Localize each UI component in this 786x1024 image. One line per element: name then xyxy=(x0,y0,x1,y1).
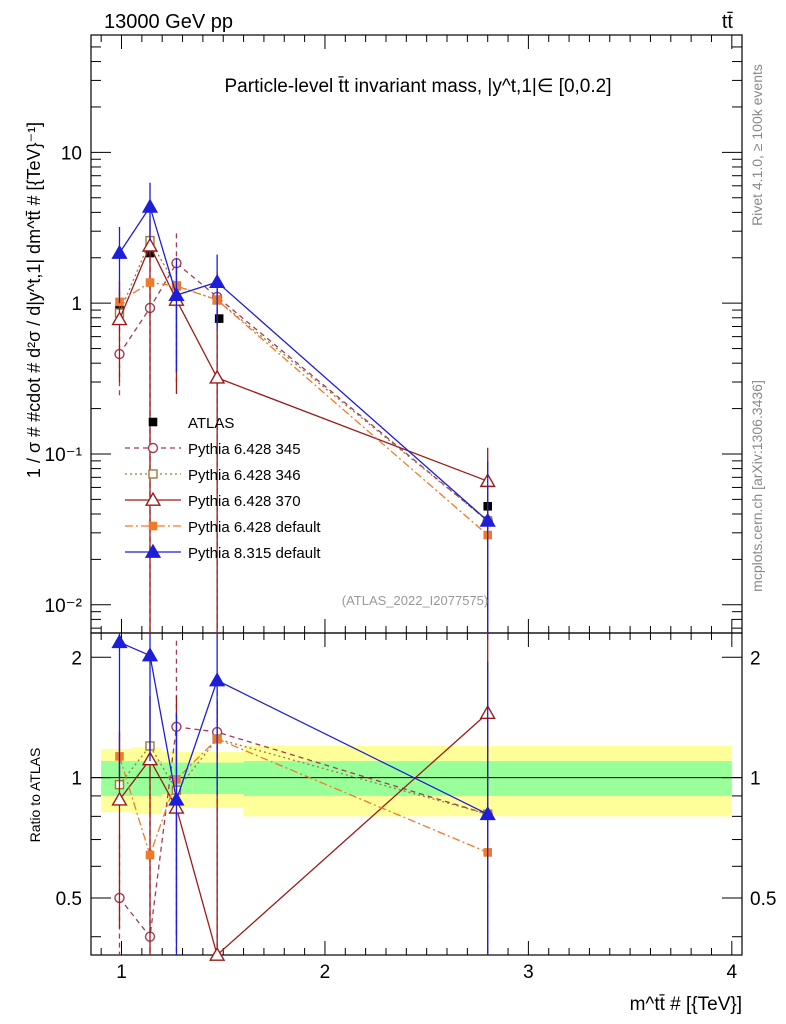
ratio-point xyxy=(209,672,226,687)
mcplots-source-label: mcplots.cern.ch [arXiv:1306.3436] xyxy=(749,380,765,592)
band-inner-1 xyxy=(131,761,163,796)
legend: ATLAS Pythia 6.428 345 Pythia 6.428 346 Pyt… xyxy=(125,415,321,562)
data-point xyxy=(141,198,159,213)
ratio-point xyxy=(111,791,128,806)
data-point xyxy=(479,512,496,527)
data-point xyxy=(111,311,128,326)
ratio-plot-frame xyxy=(90,632,743,956)
rivet-version-label: Rivet 4.1.0, ≥ 100k events xyxy=(749,64,765,226)
series-line xyxy=(119,281,489,536)
series-lines xyxy=(111,182,496,961)
series-5 xyxy=(111,182,496,955)
band-inner-3 xyxy=(192,762,244,794)
legend-marker xyxy=(144,543,162,558)
legend-entry-0: ATLAS xyxy=(148,415,234,432)
legend-label: Pythia 6.428 345 xyxy=(188,441,301,458)
legend-label: Pythia 6.428 346 xyxy=(188,467,301,484)
ratio-point xyxy=(209,946,226,961)
series-3 xyxy=(111,219,496,961)
ratio-point xyxy=(111,633,128,649)
data-point xyxy=(214,314,224,323)
ratio-y-tick-label-right: 2 xyxy=(750,648,761,669)
x-tick-label: 1 xyxy=(116,962,127,983)
axis-ticks xyxy=(91,34,742,955)
x-tick-label: 2 xyxy=(320,962,331,983)
legend-entry-5: Pythia 8.315 default xyxy=(125,543,321,562)
ratio-y-tick-label-left: 2 xyxy=(71,648,82,669)
ratio-point xyxy=(145,850,155,860)
legend-label: ATLAS xyxy=(188,415,234,432)
ratio-y-tick-label-right: 0.5 xyxy=(750,889,776,910)
data-point xyxy=(168,286,185,302)
y-axis-label: 1 / σ # #cdot # d²σ / d|y^t,1| dm^tt̄ # … xyxy=(24,122,44,478)
ratio-point xyxy=(479,805,496,821)
legend-marker xyxy=(148,469,158,479)
series-0 xyxy=(115,248,492,511)
legend-entry-3: Pythia 6.428 370 xyxy=(125,491,301,510)
legend-entry-4: Pythia 6.428 default xyxy=(125,519,321,536)
y-tick-label: 10 xyxy=(61,143,82,164)
ratio-y-axis-label: Ratio to ATLAS xyxy=(27,748,43,843)
axis-tick-labels: 1 2 3 4 10⁻² 10⁻¹ 1 10 0.5 0.5 1 1 2 2 xyxy=(45,143,777,983)
legend-label: Pythia 6.428 370 xyxy=(188,493,301,510)
legend-marker xyxy=(144,491,162,506)
legend-marker xyxy=(148,521,158,531)
x-tick-label: 4 xyxy=(727,962,738,983)
chart-title: Particle-level t̄t invariant mass, |y^t,… xyxy=(225,76,612,97)
ratio-y-tick-label-left: 0.5 xyxy=(56,889,82,910)
legend-label: Pythia 6.428 default xyxy=(188,519,321,536)
data-point xyxy=(209,273,226,288)
data-point xyxy=(111,244,128,259)
ratio-point xyxy=(168,791,185,806)
y-tick-label: 10⁻² xyxy=(45,596,83,617)
main-plot-frame xyxy=(90,34,743,634)
header-left-title: 13000 GeV pp xyxy=(104,11,233,33)
legend-entry-1: Pythia 6.428 345 xyxy=(125,441,301,458)
ratio-uncertainty-bands xyxy=(91,745,742,817)
y-tick-label: 1 xyxy=(71,294,82,315)
analysis-watermark: (ATLAS_2022_I2077575) xyxy=(342,593,488,608)
header-right-title: tt̄ xyxy=(722,11,734,33)
x-axis-label: m^tt̄ # [{TeV}] xyxy=(630,994,742,1015)
data-point xyxy=(141,237,159,252)
data-point xyxy=(145,278,155,287)
x-tick-label: 3 xyxy=(523,962,534,983)
data-point xyxy=(209,369,226,384)
series-line xyxy=(118,205,489,522)
legend-entry-2: Pythia 6.428 346 xyxy=(125,467,301,484)
ratio-series-line xyxy=(118,726,488,939)
y-tick-label: 10⁻¹ xyxy=(45,445,83,466)
legend-marker xyxy=(147,442,159,454)
series-line xyxy=(118,262,489,522)
ratio-y-tick-label-right: 1 xyxy=(750,769,761,790)
legend-marker xyxy=(148,417,158,427)
series-line xyxy=(118,244,488,482)
legend-label: Pythia 8.315 default xyxy=(188,545,321,562)
ratio-point xyxy=(141,647,159,662)
ratio-y-tick-label-left: 1 xyxy=(71,769,82,790)
